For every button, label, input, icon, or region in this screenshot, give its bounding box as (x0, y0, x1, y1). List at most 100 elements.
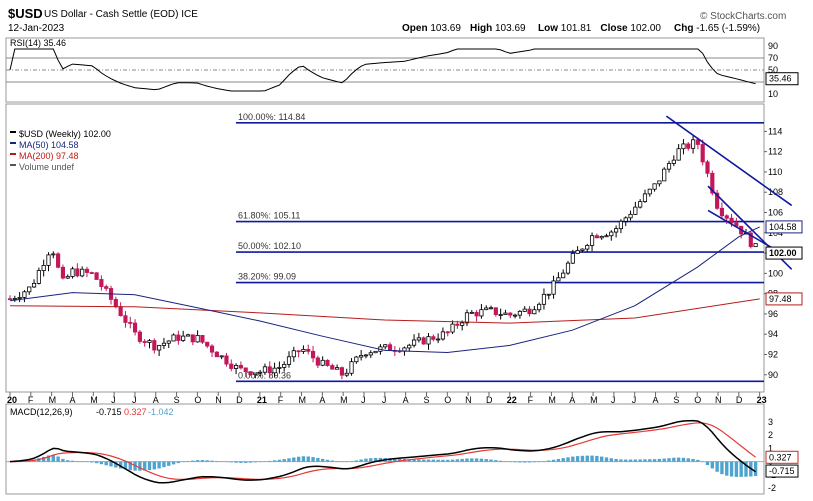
rsi-tick-label: 50 (768, 65, 778, 75)
candle (214, 351, 219, 358)
ma200-line (9, 298, 760, 324)
candle (565, 262, 571, 274)
rsi-layer: 907050301035.46 (6, 41, 799, 99)
macd-histogram-bar (80, 461, 84, 463)
macd-histogram-bar (681, 457, 686, 462)
candle (724, 215, 729, 219)
ohlc-high: High 103.69 (470, 23, 526, 34)
x-tick-label: J (361, 395, 366, 405)
x-tick-label: D (486, 395, 493, 405)
macd-histogram-bar (518, 461, 522, 463)
x-tick-label: J (611, 395, 616, 405)
macd-histogram-bar (244, 461, 248, 463)
legend-swatch (10, 164, 16, 166)
macd-histogram-bar (441, 459, 445, 462)
candle (662, 168, 667, 182)
macd-histogram-bar (628, 459, 633, 462)
candle (436, 338, 441, 341)
candle (729, 217, 734, 224)
macd-histogram-bar (556, 458, 561, 462)
candle (681, 143, 686, 150)
x-tick-label: A (153, 395, 159, 405)
candle (234, 364, 239, 369)
candle (647, 188, 652, 195)
macd-histogram-bar (643, 459, 647, 462)
candle (561, 272, 566, 279)
legend-swatch (10, 142, 16, 144)
macd-histogram-bar (253, 461, 258, 463)
candle (585, 244, 590, 250)
candle (657, 180, 662, 185)
macd-histogram-bar (566, 457, 570, 462)
macd-histogram-bar (287, 458, 291, 462)
candle (123, 315, 128, 323)
candle (666, 163, 672, 170)
candle (253, 372, 258, 376)
macd-histogram-bar (215, 461, 219, 462)
macd-histogram-bar (585, 455, 589, 462)
macd-histogram-bar (56, 456, 60, 462)
macd-histogram-bar (701, 461, 705, 463)
x-tick-label: 20 (7, 395, 17, 405)
ma50-line (9, 226, 760, 354)
chart-date: 12-Jan-2023 (8, 23, 65, 34)
candle (493, 307, 498, 315)
candle (238, 364, 243, 369)
x-tick-label: A (319, 395, 325, 405)
x-tick-label: O (194, 395, 201, 405)
candle (113, 299, 118, 308)
macd-histogram-bar (296, 456, 301, 462)
ohlc-summary: Open 103.69 High 103.69 Low 101.81 Close 10… (402, 23, 760, 34)
rsi-value-tag: 35.46 (765, 72, 799, 86)
candle (17, 297, 22, 299)
candle (330, 365, 335, 370)
legend-entry: $USD (Weekly) 102.00 (19, 129, 111, 139)
x-tick-label: J (382, 395, 387, 405)
ohlc-chg: Chg -1.65 (-1.59%) (674, 23, 760, 34)
macd-histogram-bar (272, 460, 277, 462)
macd-histogram-bar (508, 461, 512, 463)
macd-histogram-bar (479, 458, 484, 462)
price-tag-box (765, 292, 803, 306)
macd-histogram-bar (200, 460, 205, 462)
macd-histogram-bar (369, 458, 373, 462)
candle (498, 314, 503, 316)
macd-histogram-bar (94, 461, 99, 464)
candle (387, 344, 393, 351)
macd-histogram-bar (494, 460, 498, 462)
candle (431, 336, 436, 340)
candle (383, 344, 388, 348)
price-tick-label: 110 (768, 167, 782, 177)
macd-histogram-bar (744, 461, 748, 477)
macd-tag: -0.715 (765, 464, 799, 478)
x-tick-label: 23 (757, 395, 767, 405)
candle (161, 342, 167, 346)
x-tick-label: J (111, 395, 116, 405)
candle (128, 322, 133, 324)
macd-tick-label: 1 (768, 443, 773, 453)
macd-histogram-bar (181, 461, 185, 463)
candle (277, 366, 282, 369)
fib-level-label: 100.00%: 114.84 (238, 112, 305, 122)
candle (633, 206, 638, 215)
macd-histogram-bar (450, 459, 455, 462)
macd-value: -0.715 (96, 407, 122, 417)
macd-histogram-bar (696, 459, 700, 462)
macd-histogram-bar (460, 458, 464, 462)
candle (60, 266, 65, 279)
macd-histogram-bar (186, 461, 190, 462)
candle (503, 312, 508, 315)
macd-histogram-bar (340, 461, 344, 463)
candle (185, 334, 191, 337)
legend-swatch (10, 131, 16, 133)
candle (176, 334, 181, 341)
macd-histogram-bar (268, 460, 272, 462)
legend-swatch (10, 153, 16, 155)
candle (142, 341, 147, 343)
macd-histogram-bar (725, 461, 729, 476)
candle (618, 220, 624, 230)
macd-histogram-bar (652, 459, 657, 462)
candle (671, 159, 676, 164)
price-tick-label: 96 (768, 309, 778, 319)
fib-level-label: 0.00%: 89.36 (238, 370, 291, 380)
